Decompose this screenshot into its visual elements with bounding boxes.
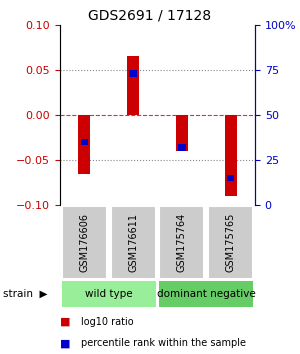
Bar bbox=[224, 115, 237, 196]
Text: GSM176611: GSM176611 bbox=[128, 213, 138, 272]
Bar bbox=[160, 281, 253, 307]
Bar bbox=[176, 115, 188, 151]
Bar bbox=[130, 70, 137, 77]
Bar bbox=[178, 144, 185, 151]
Bar bbox=[62, 281, 156, 307]
Bar bbox=[111, 206, 156, 279]
Bar bbox=[208, 206, 253, 279]
Text: strain  ▶: strain ▶ bbox=[3, 289, 47, 299]
Bar bbox=[227, 175, 234, 181]
Text: ■: ■ bbox=[60, 317, 70, 327]
Bar bbox=[62, 206, 107, 279]
Bar bbox=[81, 139, 88, 145]
Text: GDS2691 / 17128: GDS2691 / 17128 bbox=[88, 9, 212, 23]
Text: percentile rank within the sample: percentile rank within the sample bbox=[81, 338, 246, 348]
Text: ■: ■ bbox=[60, 338, 70, 348]
Bar bbox=[78, 115, 91, 174]
Text: wild type: wild type bbox=[85, 289, 133, 299]
Text: log10 ratio: log10 ratio bbox=[81, 317, 134, 327]
Bar bbox=[160, 206, 204, 279]
Bar bbox=[127, 56, 139, 115]
Text: GSM176606: GSM176606 bbox=[80, 213, 89, 272]
Text: GSM175764: GSM175764 bbox=[177, 213, 187, 272]
Text: dominant negative: dominant negative bbox=[157, 289, 256, 299]
Text: GSM175765: GSM175765 bbox=[226, 213, 236, 272]
